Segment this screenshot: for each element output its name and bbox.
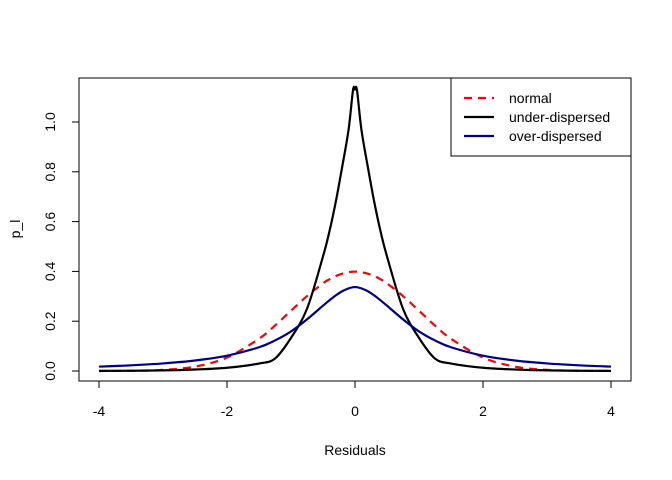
x-tick-label: -4 [93, 403, 106, 419]
series-layer [98, 85, 612, 373]
y-tick-label: 0.6 [42, 212, 58, 232]
y-axis-title: p_l [7, 220, 23, 239]
y-tick-label: 1.0 [42, 112, 58, 132]
y-tick-label: 0.0 [42, 361, 58, 381]
x-tick-label: 0 [351, 403, 359, 419]
y-tick-label: 0.8 [42, 162, 58, 182]
series-line-over-dispersed [98, 285, 612, 368]
series-line-under-dispersed [98, 85, 612, 372]
legend-label: normal [509, 90, 552, 106]
legend-label: over-dispersed [509, 128, 602, 144]
x-axis-title: Residuals [324, 442, 385, 458]
y-axis: 0.0 0.2 0.4 0.6 0.8 1.0 [42, 112, 80, 381]
y-tick-label: 0.2 [42, 311, 58, 331]
x-tick-label: 2 [479, 403, 487, 419]
x-axis: -4 -2 0 2 4 [93, 380, 615, 419]
legend: normal under-dispersed over-dispersed [450, 77, 632, 157]
x-tick-label: -2 [221, 403, 234, 419]
series-line-normal [98, 270, 612, 373]
y-tick-label: 0.4 [42, 261, 58, 281]
x-tick-label: 4 [607, 403, 615, 419]
legend-label: under-dispersed [509, 109, 610, 125]
